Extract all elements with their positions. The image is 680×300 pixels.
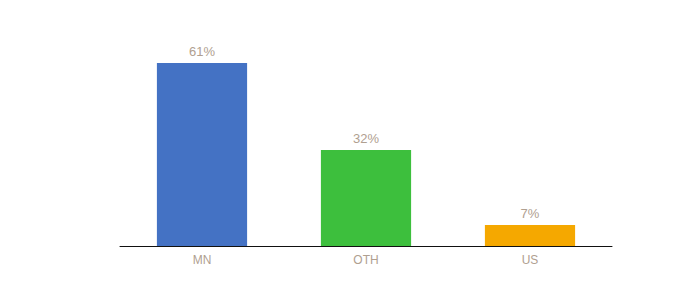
svg-text:OTH: OTH [353,253,378,267]
svg-text:MN: MN [193,253,212,267]
svg-text:US: US [522,253,539,267]
svg-text:7%: 7% [521,206,540,221]
svg-text:32%: 32% [353,131,379,146]
svg-text:61%: 61% [189,44,215,59]
